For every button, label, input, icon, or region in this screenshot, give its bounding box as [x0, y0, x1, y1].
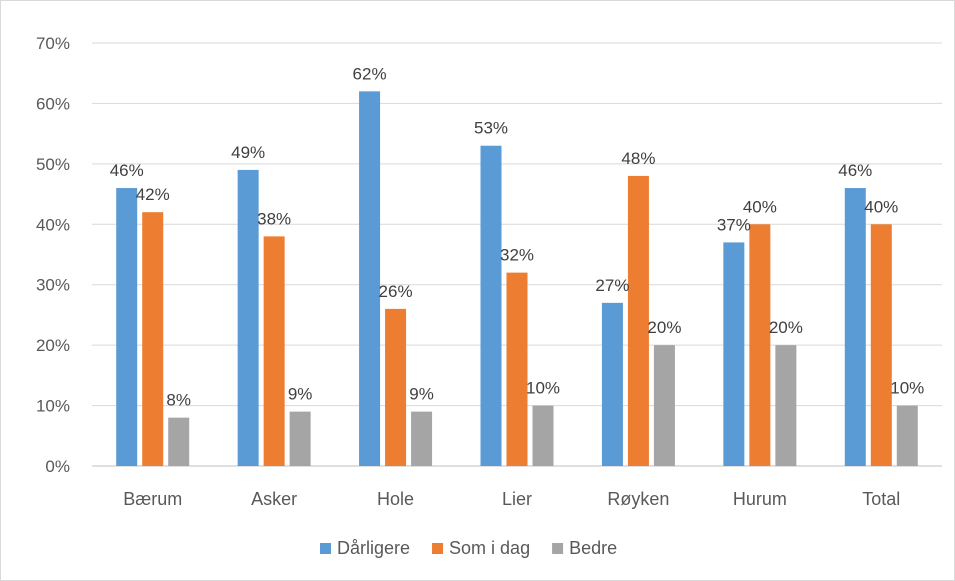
data-label: 27%	[595, 276, 629, 295]
y-tick-label: 50%	[36, 155, 70, 174]
bar-som-i-dag	[142, 212, 164, 466]
bar-bedre	[775, 345, 797, 466]
legend-label: Bedre	[569, 538, 617, 558]
data-label: 48%	[621, 149, 655, 168]
y-axis: 0% 10% 20% 30% 40% 50% 60% 70%	[36, 34, 70, 476]
y-tick-label: 10%	[36, 397, 70, 416]
legend-swatch	[552, 543, 564, 554]
bar-d-rligere	[116, 188, 138, 466]
y-tick-label: 20%	[36, 336, 70, 355]
bar-som-i-dag	[506, 272, 528, 466]
data-label: 46%	[110, 161, 144, 180]
data-label: 32%	[500, 246, 534, 265]
x-tick-label: Bærum	[123, 489, 182, 509]
data-label: 53%	[474, 119, 508, 138]
bar-bedre	[653, 345, 675, 466]
bar-som-i-dag	[263, 236, 285, 466]
data-label: 46%	[838, 161, 872, 180]
y-tick-label: 60%	[36, 94, 70, 113]
data-label: 20%	[769, 318, 803, 337]
x-axis: Bærum Asker Hole Lier Røyken Hurum Total	[123, 489, 900, 509]
legend-label: Som i dag	[449, 538, 530, 558]
data-label: 38%	[257, 209, 291, 228]
data-label: 40%	[743, 197, 777, 216]
gridlines	[92, 42, 942, 467]
data-label: 20%	[647, 318, 681, 337]
data-label: 8%	[166, 391, 191, 410]
bar-bedre	[896, 405, 918, 466]
bar-d-rligere	[359, 91, 381, 466]
bar-d-rligere	[601, 302, 623, 466]
y-tick-label: 0%	[45, 457, 70, 476]
data-labels: 46% 42% 8% 49% 38% 9% 62% 26% 9% 53% 32% 10% 27% 48% 2…	[110, 64, 925, 409]
legend-swatch	[320, 543, 331, 554]
bar-som-i-dag	[627, 175, 649, 466]
x-tick-label: Hurum	[733, 489, 787, 509]
x-tick-label: Røyken	[607, 489, 669, 509]
y-tick-label: 40%	[36, 215, 70, 234]
data-label: 10%	[526, 379, 560, 398]
bar-d-rligere	[237, 169, 259, 466]
data-label: 37%	[717, 215, 751, 234]
data-label: 9%	[288, 385, 313, 404]
bar-som-i-dag	[385, 308, 407, 466]
data-label: 40%	[864, 197, 898, 216]
bar-som-i-dag	[749, 224, 771, 466]
data-label: 49%	[231, 143, 265, 162]
bar-d-rligere	[723, 242, 745, 466]
y-tick-label: 30%	[36, 276, 70, 295]
x-tick-label: Asker	[251, 489, 297, 509]
bar-d-rligere	[480, 145, 502, 466]
legend: Dårligere Som i dag Bedre	[320, 538, 617, 558]
data-label: 62%	[353, 64, 387, 83]
bar-bedre	[289, 411, 311, 466]
legend-swatch	[432, 543, 444, 554]
data-label: 26%	[379, 282, 413, 301]
y-tick-label: 70%	[36, 34, 70, 53]
bar-bedre	[168, 417, 190, 466]
data-label: 10%	[890, 379, 924, 398]
data-label: 42%	[136, 185, 170, 204]
bar-bedre	[532, 405, 554, 466]
x-tick-label: Hole	[377, 489, 414, 509]
bar-bedre	[411, 411, 433, 466]
bar-d-rligere	[844, 188, 866, 466]
bars	[116, 91, 918, 466]
legend-label: Dårligere	[337, 538, 410, 558]
x-tick-label: Total	[862, 489, 900, 509]
data-label: 9%	[409, 385, 434, 404]
bar-som-i-dag	[870, 224, 892, 466]
x-tick-label: Lier	[502, 489, 532, 509]
